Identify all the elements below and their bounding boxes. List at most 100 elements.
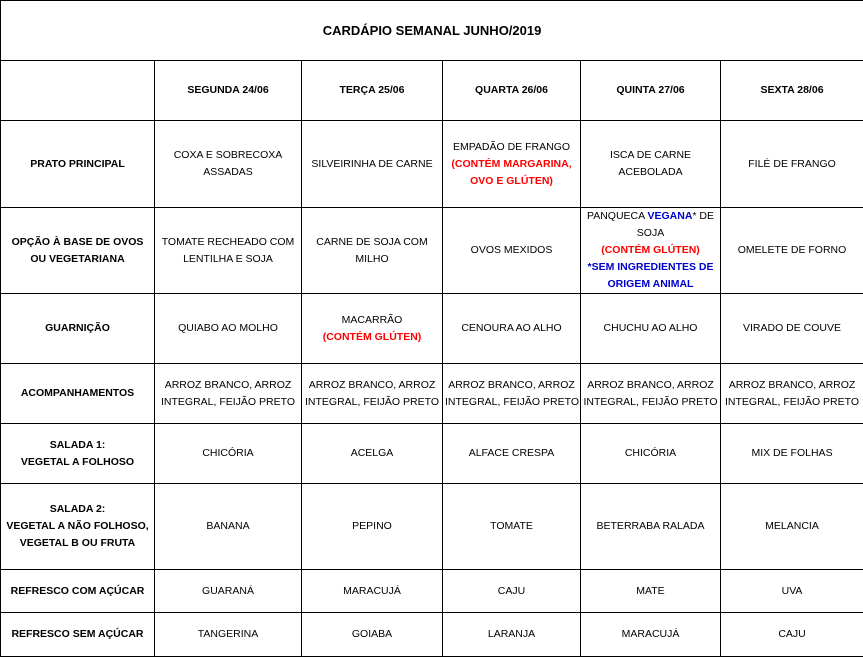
cell-line: CENOURA AO ALHO xyxy=(445,320,578,337)
menu-cell: CAJU xyxy=(721,613,863,657)
cell-line: ORIGEM ANIMAL xyxy=(583,276,718,293)
dish-text: PANQUECA xyxy=(587,210,648,222)
cell-line: INTEGRAL, FEIJÃO PRETO xyxy=(445,394,578,411)
menu-cell: BETERRABA RALADA xyxy=(581,484,721,570)
cell-line: OVO E GLÚTEN) xyxy=(445,173,578,190)
dish-text: OVOS MEXIDOS xyxy=(471,244,553,256)
day-header: SEXTA 28/06 xyxy=(721,61,863,121)
dish-text: VIRADO DE COUVE xyxy=(743,322,841,334)
cell-line: ACELGA xyxy=(304,445,440,462)
cell-line: COXA E SOBRECOXA xyxy=(157,147,299,164)
dish-text: INTEGRAL, FEIJÃO PRETO xyxy=(305,396,439,408)
cell-line: MARACUJÁ xyxy=(583,626,718,643)
row-label-line: REFRESCO SEM AÇÚCAR xyxy=(3,626,152,643)
cell-line: VIRADO DE COUVE xyxy=(723,320,861,337)
cell-line: CHUCHU AO ALHO xyxy=(583,320,718,337)
cell-line: OVOS MEXIDOS xyxy=(445,242,578,259)
dish-text: TANGERINA xyxy=(198,628,258,640)
dish-text: BETERRABA RALADA xyxy=(597,520,705,532)
menu-cell: ARROZ BRANCO, ARROZ INTEGRAL, FEIJÃO PRET… xyxy=(302,364,443,424)
day-header: QUARTA 26/06 xyxy=(443,61,581,121)
dish-text: ACEBOLADA xyxy=(618,166,682,178)
dish-text: MACARRÃO xyxy=(342,314,403,326)
row-label-line: PRATO PRINCIPAL xyxy=(3,156,152,173)
menu-cell: MELANCIA xyxy=(721,484,863,570)
dish-text: EMPADÃO DE FRANGO xyxy=(453,141,570,153)
cell-line: FILÉ DE FRANGO xyxy=(723,156,861,173)
cell-line: (CONTÉM GLÚTEN) xyxy=(304,329,440,346)
dish-text: GUARANÁ xyxy=(202,585,254,597)
menu-cell: ARROZ BRANCO, ARROZ INTEGRAL, FEIJÃO PRET… xyxy=(581,364,721,424)
row-label-line: VEGETAL B OU FRUTA xyxy=(3,535,152,552)
cell-line: INTEGRAL, FEIJÃO PRETO xyxy=(157,394,299,411)
dish-text: PEPINO xyxy=(352,520,392,532)
cell-line: ARROZ BRANCO, ARROZ xyxy=(304,377,440,394)
cell-line: TOMATE RECHEADO COM xyxy=(157,234,299,251)
cell-line: ALFACE CRESPA xyxy=(445,445,578,462)
menu-cell: ALFACE CRESPA xyxy=(443,424,581,484)
cell-line: ARROZ BRANCO, ARROZ xyxy=(445,377,578,394)
dish-text: BANANA xyxy=(206,520,249,532)
row-label: ACOMPANHAMENTOS xyxy=(1,364,155,424)
menu-cell: PEPINO xyxy=(302,484,443,570)
dish-text: UVA xyxy=(782,585,803,597)
row-label-line: SALADA 1: xyxy=(3,437,152,454)
dish-text: OMELETE DE FORNO xyxy=(738,244,847,256)
menu-cell: OVOS MEXIDOS xyxy=(443,208,581,294)
day-header: QUINTA 27/06 xyxy=(581,61,721,121)
cell-line: GOIABA xyxy=(304,626,440,643)
dish-text: CHUCHU AO ALHO xyxy=(604,322,698,334)
title-row: CARDÁPIO SEMANAL JUNHO/2019 xyxy=(1,1,863,61)
dish-text: CENOURA AO ALHO xyxy=(461,322,561,334)
menu-cell: QUIABO AO MOLHO xyxy=(155,294,302,364)
menu-cell: MARACUJÁ xyxy=(302,570,443,613)
day-header: TERÇA 25/06 xyxy=(302,61,443,121)
cell-line: MATE xyxy=(583,583,718,600)
dish-text: LARANJA xyxy=(488,628,535,640)
row-label-line: OPÇÃO À BASE DE OVOS xyxy=(3,234,152,251)
dish-text: ARROZ BRANCO, ARROZ xyxy=(309,379,436,391)
menu-cell: VIRADO DE COUVE xyxy=(721,294,863,364)
row-label-line: VEGETAL A FOLHOSO xyxy=(3,454,152,471)
cell-line: SILVEIRINHA DE CARNE xyxy=(304,156,440,173)
menu-row: REFRESCO SEM AÇÚCAR TANGERINA GOIABA LARANJ… xyxy=(1,613,863,657)
cell-line: CARNE DE SOJA COM xyxy=(304,234,440,251)
dish-text: MELANCIA xyxy=(765,520,819,532)
cell-line: INTEGRAL, FEIJÃO PRETO xyxy=(304,394,440,411)
cell-line: LARANJA xyxy=(445,626,578,643)
menu-cell: GOIABA xyxy=(302,613,443,657)
row-label: GUARNIÇÃO xyxy=(1,294,155,364)
allergen-note: (CONTÉM GLÚTEN) xyxy=(601,244,700,256)
menu-cell: CAJU xyxy=(443,570,581,613)
cell-line: MIX DE FOLHAS xyxy=(723,445,861,462)
dish-text: ISCA DE CARNE xyxy=(610,149,691,161)
menu-cell: ACELGA xyxy=(302,424,443,484)
dish-text: ACELGA xyxy=(351,447,394,459)
cell-line: INTEGRAL, FEIJÃO PRETO xyxy=(583,394,718,411)
cell-line: ARROZ BRANCO, ARROZ xyxy=(583,377,718,394)
cell-line: PANQUECA VEGANA* DE xyxy=(583,208,718,225)
cell-line: INTEGRAL, FEIJÃO PRETO xyxy=(723,394,861,411)
dish-text: SOJA xyxy=(637,227,664,239)
cell-line: PEPINO xyxy=(304,518,440,535)
cell-line: MELANCIA xyxy=(723,518,861,535)
cell-line: *SEM INGREDIENTES DE xyxy=(583,259,718,276)
dish-text: ARROZ BRANCO, ARROZ xyxy=(729,379,856,391)
dish-text: INTEGRAL, FEIJÃO PRETO xyxy=(584,396,718,408)
row-label: PRATO PRINCIPAL xyxy=(1,121,155,208)
row-label-line: REFRESCO COM AÇÚCAR xyxy=(3,583,152,600)
cell-line: BETERRABA RALADA xyxy=(583,518,718,535)
row-label: SALADA 2:VEGETAL A NÃO FOLHOSO,VEGETAL B… xyxy=(1,484,155,570)
cell-line: ASSADAS xyxy=(157,164,299,181)
menu-cell: ISCA DE CARNE ACEBOLADA xyxy=(581,121,721,208)
dish-text: INTEGRAL, FEIJÃO PRETO xyxy=(725,396,859,408)
